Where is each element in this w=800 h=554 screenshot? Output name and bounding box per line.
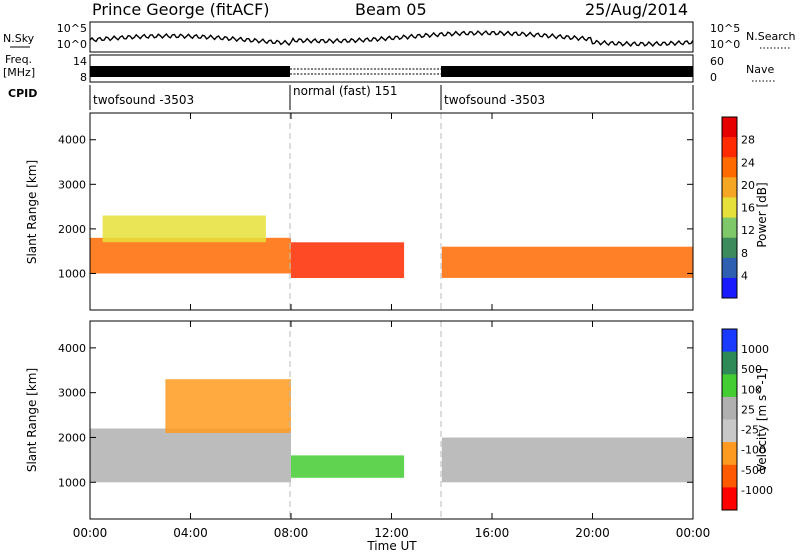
velocity-y-axis: 1000 2000 3000 4000 (58, 342, 693, 489)
velocity-panel: 1000 2000 3000 4000 Slant Range [km] (25, 320, 694, 520)
power-y-axis: 1000 2000 3000 4000 (58, 134, 693, 280)
colorbar-segment (722, 257, 737, 279)
beam-title: Beam 05 (355, 0, 427, 19)
colorbar-segment (722, 217, 737, 239)
cpid-segment-1: twofsound -3503 (93, 93, 194, 107)
y-tick-label: 3000 (58, 178, 86, 191)
freq-tick-low: 8 (80, 71, 87, 84)
nsky-label: N.Sky (3, 32, 35, 45)
nsearch-label: N.Search (746, 30, 796, 43)
colorbar-tick-label: -1000 (741, 484, 773, 497)
y-tick-label: 3000 (58, 387, 86, 400)
noise-tick-low: 10^0 (57, 38, 87, 51)
velocity-echo-band (90, 428, 291, 483)
x-tick-label: 00:00 (73, 526, 108, 540)
colorbar-tick-label: 16 (741, 202, 755, 215)
colorbar-tick-label: 24 (741, 156, 755, 169)
colorbar-tick-label: 100 (741, 383, 762, 396)
vel-colorbar-label: Velocity [m s^-1] (755, 368, 769, 472)
colorbar-tick-label: -25 (741, 424, 759, 437)
noise-tick-high-right: 10^5 (710, 22, 740, 35)
noise-tick-low-right: 10^0 (710, 38, 740, 51)
colorbar-tick-label: 4 (741, 269, 748, 282)
power-panel: 1000 2000 3000 4000 Slant Range [km] (25, 112, 694, 311)
velocity-echoes (90, 379, 694, 483)
colorbar-frame (721, 116, 738, 299)
power-echo-band (102, 215, 266, 243)
x-tick-label: 08:00 (274, 526, 309, 540)
power-plot-bg (90, 113, 693, 310)
x-tick-label: 00:00 (676, 526, 711, 540)
power-echo-band (291, 242, 405, 278)
colorbar-segment (722, 419, 737, 443)
power-ylabel: Slant Range [km] (25, 160, 39, 264)
colorbar-segment (722, 177, 737, 198)
colorbar-segment (722, 117, 737, 138)
y-tick-label: 1000 (58, 267, 86, 280)
cpid-segment-3: twofsound -3503 (444, 93, 545, 107)
power-echo-band (90, 237, 291, 274)
colorbar-segment (722, 237, 737, 259)
power-colorbar: 28 24 20 16 12 8 4 (721, 116, 755, 299)
time-axis: 00:00 04:00 08:00 12:00 16:00 20:00 00:00 (73, 113, 711, 540)
noise-trace (89, 30, 694, 47)
freq-tick-high: 14 (73, 55, 87, 68)
colorbar-segment (722, 351, 737, 375)
vel-ylabel: Slant Range [km] (25, 368, 39, 472)
colorbar-tick-label: 12 (741, 224, 755, 237)
noise-tick-high: 10^5 (57, 22, 87, 35)
colorbar-tick-label: -500 (741, 464, 766, 477)
power-echo-band (441, 246, 694, 278)
colorbar-tick-label: 1000 (741, 343, 769, 356)
y-tick-label: 2000 (58, 223, 86, 236)
x-tick-label: 04:00 (173, 526, 208, 540)
colorbar-segment (722, 137, 737, 158)
freq-label: Freq. (5, 53, 32, 66)
noise-strip-frame (89, 21, 694, 53)
x-tick-label: 12:00 (374, 526, 409, 540)
colorbar-tick-label: 8 (741, 247, 748, 260)
colorbar-segment (722, 442, 737, 466)
colorbar-segment (722, 464, 737, 488)
freq-unit-label: [MHz] (3, 66, 35, 79)
y-tick-label: 2000 (58, 431, 86, 444)
time-axis-label: Time UT (366, 539, 417, 553)
freq-block-1 (90, 66, 290, 77)
nave-tick-high: 60 (710, 55, 724, 68)
colorbar-segment (722, 329, 737, 353)
x-tick-label: 16:00 (475, 526, 510, 540)
velocity-echo-band (165, 379, 291, 433)
colorbar-segment (722, 487, 737, 511)
colorbar-segment (722, 197, 737, 218)
colorbar-segment (722, 374, 737, 398)
y-tick-label: 4000 (58, 134, 86, 147)
y-tick-label: 1000 (58, 476, 86, 489)
cpid-label: CPID (8, 87, 37, 100)
nave-label: Nave (746, 63, 774, 76)
date-title: 25/Aug/2014 (585, 0, 688, 19)
colorbar-segment (722, 277, 737, 299)
freq-block-2 (441, 66, 693, 77)
colorbar-tick-label: 20 (741, 179, 755, 192)
colorbar-tick-label: -100 (741, 444, 766, 457)
colorbar-tick-label: 500 (741, 363, 762, 376)
power-echoes (90, 215, 694, 278)
colorbar-tick-label: 25 (741, 403, 755, 416)
colorbar-frame (721, 328, 738, 511)
cpid-segment-2: normal (fast) 151 (293, 84, 397, 98)
y-tick-label: 4000 (58, 342, 86, 355)
nave-tick-low: 0 (710, 71, 717, 84)
colorbar-tick-label: 28 (741, 134, 755, 147)
power-colorbar-label: Power [dB] (755, 182, 769, 247)
station-title: Prince George (fitACF) (92, 0, 270, 19)
velocity-colorbar: 1000 500 100 25 -25 -100 -500 -1000 (721, 328, 773, 511)
colorbar-segment (722, 157, 737, 178)
colorbar-segment (722, 396, 737, 420)
velocity-echo-band (291, 455, 405, 478)
x-tick-label: 20:00 (575, 526, 610, 540)
velocity-echo-band (441, 437, 694, 483)
